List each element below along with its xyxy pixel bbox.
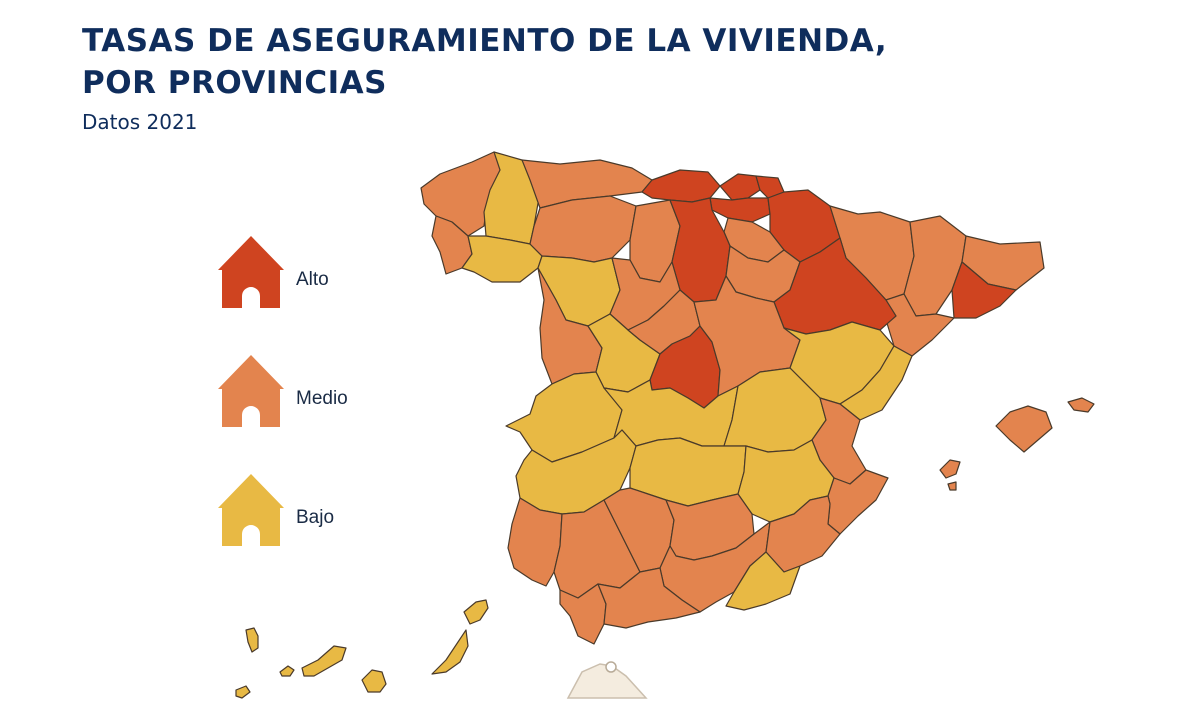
legend-label-medio: Medio — [296, 388, 348, 409]
legend-item-alto: Alto — [218, 236, 418, 316]
legend-item-bajo: Bajo — [218, 474, 418, 554]
title-line-2: POR PROVINCIAS — [82, 65, 387, 101]
province-cadiz: Cádiz — [559, 583, 607, 645]
province-formentera: Formentera — [947, 481, 957, 491]
ceuta-marker — [605, 661, 617, 673]
province-tenerife: Tenerife — [301, 645, 347, 677]
legend-item-medio: Medio — [218, 355, 418, 435]
page-title: TASAS DE ASEGURAMIENTO DE LA VIVIENDA, P… — [82, 20, 887, 104]
province-la-palma: La Palma — [245, 627, 259, 653]
subtitle: Datos 2021 — [82, 110, 198, 134]
province-malaga: Málaga — [597, 567, 701, 629]
province-barcelona: Barcelona — [951, 261, 1017, 319]
province-araba: Araba — [709, 197, 771, 223]
house-icon-alto — [218, 236, 284, 308]
province-lleida: Lleida — [903, 215, 967, 317]
legend-label-alto: Alto — [296, 269, 329, 290]
province-huelva: Huelva — [507, 497, 563, 587]
province-mallorca: Mallorca — [995, 405, 1053, 453]
province-lanzarote: Lanzarote — [463, 599, 489, 625]
province-alicante: Alicante — [827, 469, 889, 535]
province-menorca: Menorca — [1067, 397, 1095, 413]
province-ourense: Ourense — [461, 235, 543, 283]
province-fuerteventura: Fuerteventura — [431, 629, 469, 675]
province-cantabria: Cantabria — [641, 169, 721, 203]
legend-label-bajo: Bajo — [296, 507, 335, 528]
title-line-1: TASAS DE ASEGURAMIENTO DE LA VIVIENDA, — [82, 23, 888, 59]
province-la-gomera: La Gomera — [279, 665, 295, 677]
province-el-hierro: El Hierro — [235, 685, 251, 699]
province-ibiza: Ibiza — [939, 459, 961, 479]
province-bizkaia: Bizkaia — [719, 173, 761, 201]
house-icon-bajo — [218, 474, 284, 546]
house-icon-medio — [218, 355, 284, 427]
province-gran-canaria: Gran Canaria — [361, 669, 387, 693]
province-almeria: Almería — [725, 551, 801, 611]
